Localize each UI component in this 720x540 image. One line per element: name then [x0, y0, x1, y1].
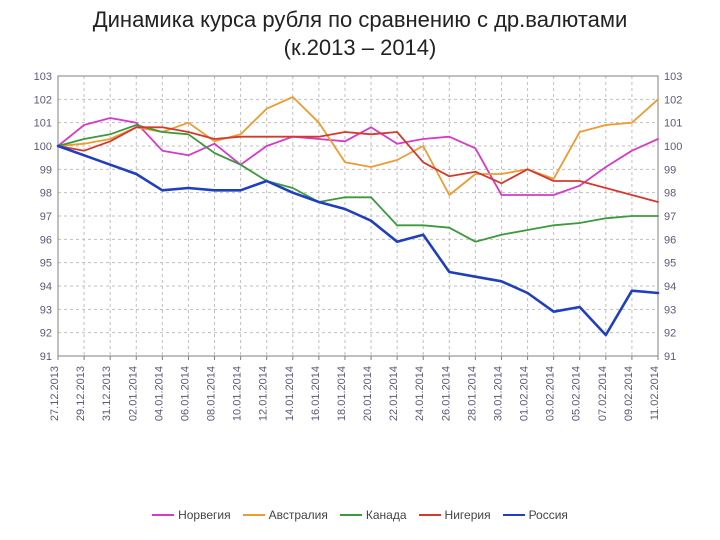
y-tick-right: 98 — [664, 188, 676, 200]
y-tick-right: 99 — [664, 164, 676, 176]
y-tick-left: 95 — [40, 258, 52, 270]
x-tick-label: 07.02.2014 — [597, 366, 609, 421]
y-tick-right: 100 — [664, 141, 682, 153]
legend-label: Австралия — [269, 508, 328, 522]
title-line2: (к.2013 – 2014) — [284, 35, 437, 60]
legend-label: Нигерия — [445, 508, 491, 522]
x-tick-label: 14.01.2014 — [284, 366, 296, 421]
x-tick-label: 18.01.2014 — [336, 366, 348, 421]
y-tick-left: 98 — [40, 188, 52, 200]
x-tick-label: 03.02.2014 — [545, 366, 557, 421]
y-tick-right: 91 — [664, 351, 676, 363]
y-tick-left: 101 — [34, 118, 52, 130]
x-tick-label: 12.01.2014 — [258, 366, 270, 421]
x-tick-label: 04.01.2014 — [153, 366, 165, 421]
y-tick-right: 93 — [664, 304, 676, 316]
x-tick-label: 09.02.2014 — [623, 366, 635, 421]
legend-swatch — [340, 514, 362, 516]
x-tick-label: 10.01.2014 — [232, 366, 244, 421]
x-tick-label: 20.01.2014 — [362, 366, 374, 421]
y-tick-left: 97 — [40, 211, 52, 223]
legend-swatch — [503, 514, 525, 516]
x-tick-label: 22.01.2014 — [388, 366, 400, 421]
line-chart: 91 91 92 92 93 93 94 94 95 95 96 96 97 97 98 98 99 99 100 1… — [8, 70, 708, 490]
legend-label: Канада — [366, 508, 407, 522]
x-tick-label: 24.01.2014 — [414, 366, 426, 421]
y-tick-left: 92 — [40, 328, 52, 340]
y-tick-right: 101 — [664, 118, 682, 130]
legend-label: Россия — [529, 508, 568, 522]
legend-label: Норвегия — [178, 508, 231, 522]
y-tick-right: 103 — [664, 71, 682, 83]
y-tick-right: 94 — [664, 281, 676, 293]
x-tick-label: 08.01.2014 — [206, 366, 218, 421]
y-tick-right: 95 — [664, 258, 676, 270]
legend: Норвегия Австралия Канада Нигерия Россия — [0, 505, 720, 522]
x-tick-label: 16.01.2014 — [310, 366, 322, 421]
y-tick-left: 100 — [34, 141, 52, 153]
legend-swatch — [419, 514, 441, 516]
y-tick-right: 102 — [664, 94, 682, 106]
title-line1: Динамика курса рубля по сравнению с др.в… — [93, 7, 628, 32]
x-tick-label: 26.01.2014 — [440, 366, 452, 421]
x-tick-label: 06.01.2014 — [179, 366, 191, 421]
legend-item: Австралия — [243, 508, 328, 522]
legend-item: Норвегия — [152, 508, 231, 522]
x-tick-label: 02.01.2014 — [127, 366, 139, 421]
y-tick-left: 96 — [40, 234, 52, 246]
legend-item: Россия — [503, 508, 568, 522]
y-tick-left: 91 — [40, 351, 52, 363]
x-tick-label: 29.12.2013 — [75, 366, 87, 421]
legend-swatch — [152, 514, 174, 516]
y-tick-left: 103 — [34, 71, 52, 83]
x-tick-label: 11.02.2014 — [649, 366, 661, 420]
x-tick-label: 27.12.2013 — [49, 366, 61, 421]
legend-item: Канада — [340, 508, 407, 522]
y-tick-left: 93 — [40, 304, 52, 316]
y-tick-right: 92 — [664, 328, 676, 340]
y-tick-right: 97 — [664, 211, 676, 223]
legend-swatch — [243, 514, 265, 516]
chart-container: 91 91 92 92 93 93 94 94 95 95 96 96 97 97 98 98 99 99 100 1… — [8, 70, 708, 490]
y-tick-left: 99 — [40, 164, 52, 176]
y-tick-left: 102 — [34, 94, 52, 106]
legend-item: Нигерия — [419, 508, 491, 522]
x-tick-label: 01.02.2014 — [519, 366, 531, 421]
chart-title: Динамика курса рубля по сравнению с др.в… — [0, 0, 720, 61]
x-tick-label: 05.02.2014 — [571, 366, 583, 421]
y-tick-right: 96 — [664, 234, 676, 246]
y-tick-left: 94 — [40, 281, 52, 293]
x-tick-label: 28.01.2014 — [466, 366, 478, 421]
x-tick-label: 30.01.2014 — [492, 366, 504, 421]
x-tick-label: 31.12.2013 — [101, 366, 113, 421]
